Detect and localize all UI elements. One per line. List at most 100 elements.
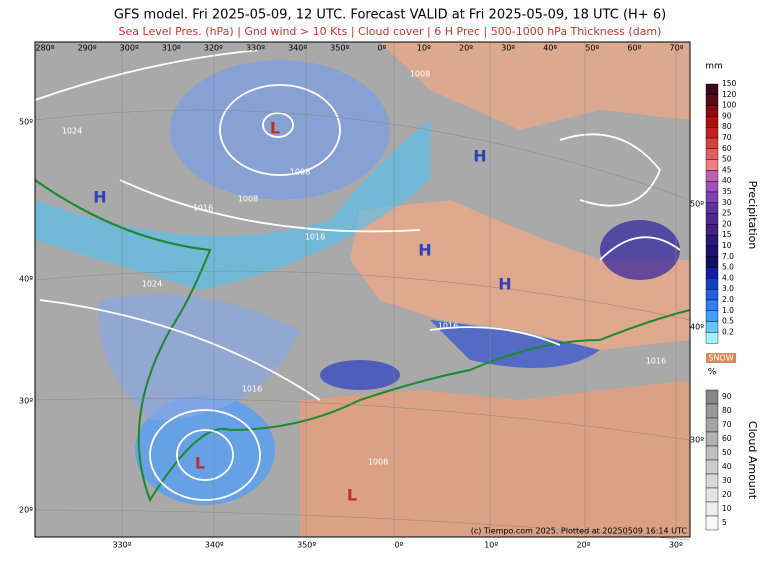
lon-label: 280º (35, 44, 54, 53)
isobar-label: 1016 (305, 233, 325, 242)
legend-swatch (705, 389, 719, 405)
lon-label: 330º (112, 541, 131, 550)
lat-label: 50º (19, 118, 33, 127)
legend-label: 2.0 (722, 295, 734, 304)
lat-label: 40º (690, 323, 704, 332)
lon-label: 20º (459, 44, 473, 53)
snow-box (706, 353, 736, 363)
legend-swatch (705, 267, 719, 279)
legend-swatch (705, 278, 719, 290)
legend-label: 1.0 (722, 306, 734, 315)
legend-label: 0.5 (722, 317, 734, 326)
legend-swatch (705, 234, 719, 247)
legend-swatch (705, 256, 719, 268)
lon-label: 350º (330, 44, 349, 53)
pressure-center: L (347, 486, 357, 505)
pressure-center: L (195, 454, 205, 473)
legend-swatch (705, 213, 719, 225)
isobar-label: 1008 (368, 458, 388, 467)
legend-swatch (705, 501, 719, 517)
legend-label: 150 (722, 79, 737, 88)
lon-label: 30º (669, 541, 683, 550)
legend-swatch (705, 515, 719, 531)
lat-label: 20º (19, 506, 33, 515)
legend-label: 5.0 (722, 263, 734, 272)
lon-label: 0º (377, 44, 386, 53)
legend-swatch (705, 137, 719, 150)
isobar-label: 1016 (193, 204, 213, 213)
legend-swatch (705, 105, 719, 117)
title: GFS model. Fri 2025-05-09, 12 UTC. Forec… (114, 8, 666, 23)
legend-label: 5 (722, 518, 727, 527)
legend-swatch (705, 459, 719, 475)
lon-label: 340º (205, 541, 224, 550)
lat-label: 30º (690, 436, 704, 445)
lon-label: 300º (120, 44, 139, 53)
legend-label: 20 (722, 490, 732, 499)
lon-label: 0º (394, 541, 403, 550)
lat-label: 40º (19, 275, 33, 284)
legend-swatch (705, 180, 719, 193)
legend-label: 35 (722, 187, 732, 196)
legend-label: 50 (722, 155, 732, 164)
legend-label: 120 (722, 90, 737, 99)
lon-label: 290º (78, 44, 97, 53)
legend-label: 40 (722, 462, 732, 471)
legend-swatch (705, 321, 719, 333)
legend-label: 80 (722, 122, 732, 131)
isobar-label: 1008 (290, 168, 310, 177)
map (34, 41, 691, 541)
legend-label: 25 (722, 209, 732, 218)
legend-label: 0.2 (722, 327, 734, 336)
legend-label: 60 (722, 144, 732, 153)
lon-label: 60º (627, 44, 641, 53)
legend-label: 70 (722, 133, 732, 142)
copyright: (c) Tiempo.com 2025. Plotted at 20250509… (471, 527, 688, 536)
pressure-center: H (418, 241, 431, 260)
lat-label: 30º (19, 397, 33, 406)
legend-label: 7.0 (722, 252, 734, 261)
legend-label: 90 (722, 111, 732, 120)
lon-label: 340º (288, 44, 307, 53)
legend-unit: mm (705, 62, 723, 72)
pressure-center: H (473, 147, 486, 166)
legend-swatch (705, 417, 719, 433)
legend-label: 80 (722, 406, 732, 415)
legend-swatch (705, 289, 719, 301)
legend-title: Precipitation (746, 181, 759, 250)
legend-label: 100 (722, 101, 737, 110)
legend-swatch (705, 191, 719, 204)
isobar-label: 1008 (238, 195, 258, 204)
legend-label: 30 (722, 476, 732, 485)
lon-label: 320º (204, 44, 223, 53)
isobar-label: 1008 (410, 70, 430, 79)
pressure-center: L (270, 119, 280, 138)
legend-label: 40 (722, 176, 732, 185)
legend-label: 50 (722, 448, 732, 457)
legend-label: 10 (722, 241, 732, 250)
legend-swatch (705, 473, 719, 489)
isobar-label: 1024 (62, 127, 82, 136)
legend-label: 70 (722, 420, 732, 429)
legend-swatch (705, 445, 719, 461)
legend-swatch (705, 299, 719, 312)
lat-label: 50º (690, 200, 704, 209)
legend-swatch (705, 403, 719, 419)
lon-label: 70º (670, 44, 684, 53)
legend-swatch (705, 245, 719, 258)
subtitle: Sea Level Pres. (hPa) | Gnd wind > 10 Kt… (119, 25, 662, 38)
legend-swatch (705, 83, 719, 96)
legend-swatch (705, 148, 719, 160)
lon-label: 330º (246, 44, 265, 53)
legend-swatch (705, 487, 719, 503)
legend-swatch (705, 159, 719, 171)
legend-label: 60 (722, 434, 732, 443)
legend-swatch (705, 94, 719, 106)
legend-swatch (705, 170, 719, 182)
legend-label: 20 (722, 219, 732, 228)
legend-label: 30 (722, 198, 732, 207)
lon-label: 350º (297, 541, 316, 550)
isobar-label: 1016 (242, 385, 262, 394)
legend-title: Cloud Amount (746, 421, 759, 500)
